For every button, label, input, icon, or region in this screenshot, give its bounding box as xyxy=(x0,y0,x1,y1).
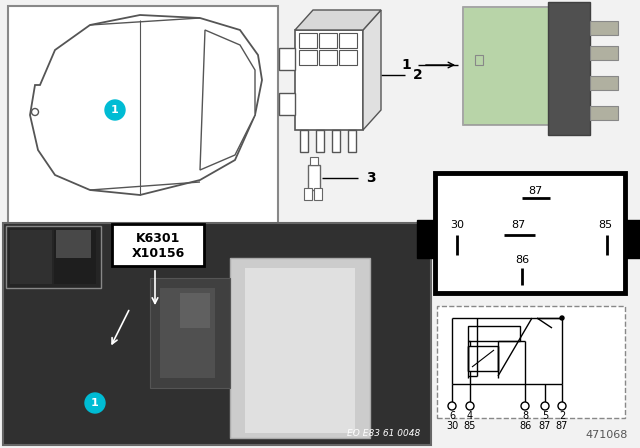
Polygon shape xyxy=(30,15,262,195)
Circle shape xyxy=(560,316,564,320)
Text: 2: 2 xyxy=(413,68,423,82)
Bar xyxy=(245,268,355,433)
Bar xyxy=(590,21,618,35)
Bar xyxy=(339,50,357,65)
Text: K6301: K6301 xyxy=(136,232,180,245)
Bar xyxy=(590,76,618,90)
Bar xyxy=(339,33,357,48)
Bar xyxy=(463,7,563,125)
Text: 87: 87 xyxy=(556,421,568,431)
Bar xyxy=(180,293,210,328)
Text: 85: 85 xyxy=(464,421,476,431)
Polygon shape xyxy=(295,10,381,30)
Circle shape xyxy=(448,402,456,410)
Bar xyxy=(468,326,520,341)
Bar xyxy=(112,224,204,266)
Bar xyxy=(548,2,590,135)
Circle shape xyxy=(466,402,474,410)
Text: 1: 1 xyxy=(401,58,411,72)
Bar xyxy=(463,7,563,125)
Bar xyxy=(299,33,317,48)
Circle shape xyxy=(85,393,105,413)
Bar xyxy=(417,220,435,258)
Text: 1: 1 xyxy=(111,105,119,115)
Bar xyxy=(295,30,363,130)
Bar xyxy=(299,50,317,65)
Text: X10156: X10156 xyxy=(131,246,184,259)
Text: 85: 85 xyxy=(598,220,612,230)
Polygon shape xyxy=(200,30,255,170)
Text: 6: 6 xyxy=(449,411,455,421)
Bar xyxy=(625,220,640,258)
Bar xyxy=(319,50,337,65)
Bar xyxy=(332,130,340,152)
Bar xyxy=(160,288,215,378)
Text: 3: 3 xyxy=(366,171,376,185)
Bar xyxy=(310,157,318,165)
Bar xyxy=(10,230,52,284)
Bar xyxy=(319,33,337,48)
Bar xyxy=(435,173,625,293)
Bar xyxy=(590,46,618,60)
Bar xyxy=(437,306,625,418)
Bar xyxy=(279,93,295,115)
Circle shape xyxy=(105,100,125,120)
Bar xyxy=(304,188,312,200)
Bar xyxy=(230,258,370,438)
Circle shape xyxy=(558,402,566,410)
Text: EO E83 61 0048: EO E83 61 0048 xyxy=(347,429,420,438)
Text: 30: 30 xyxy=(446,421,458,431)
Text: 86: 86 xyxy=(515,255,529,265)
Bar xyxy=(475,55,483,65)
Text: 87: 87 xyxy=(528,186,542,196)
Text: 87: 87 xyxy=(539,421,551,431)
Bar xyxy=(348,130,356,152)
Polygon shape xyxy=(363,10,381,130)
Text: 2: 2 xyxy=(559,411,565,421)
Bar xyxy=(590,106,618,120)
Text: 86: 86 xyxy=(519,421,531,431)
Bar xyxy=(300,130,308,152)
Text: 87: 87 xyxy=(511,220,525,230)
Text: 4: 4 xyxy=(467,411,473,421)
Bar xyxy=(54,230,96,284)
Circle shape xyxy=(541,402,549,410)
Circle shape xyxy=(31,108,38,116)
Text: 8: 8 xyxy=(522,411,528,421)
Text: 1: 1 xyxy=(91,398,99,408)
Bar xyxy=(316,130,324,152)
Text: 5: 5 xyxy=(542,411,548,421)
Bar xyxy=(150,278,230,388)
Bar xyxy=(468,346,498,371)
Text: 30: 30 xyxy=(450,220,464,230)
Bar xyxy=(279,48,295,70)
Bar xyxy=(56,230,91,258)
Bar xyxy=(6,226,101,288)
Circle shape xyxy=(521,402,529,410)
Bar xyxy=(308,165,320,190)
Bar xyxy=(314,188,322,200)
Bar xyxy=(3,223,431,445)
Text: 471068: 471068 xyxy=(586,430,628,440)
Bar xyxy=(8,6,278,228)
